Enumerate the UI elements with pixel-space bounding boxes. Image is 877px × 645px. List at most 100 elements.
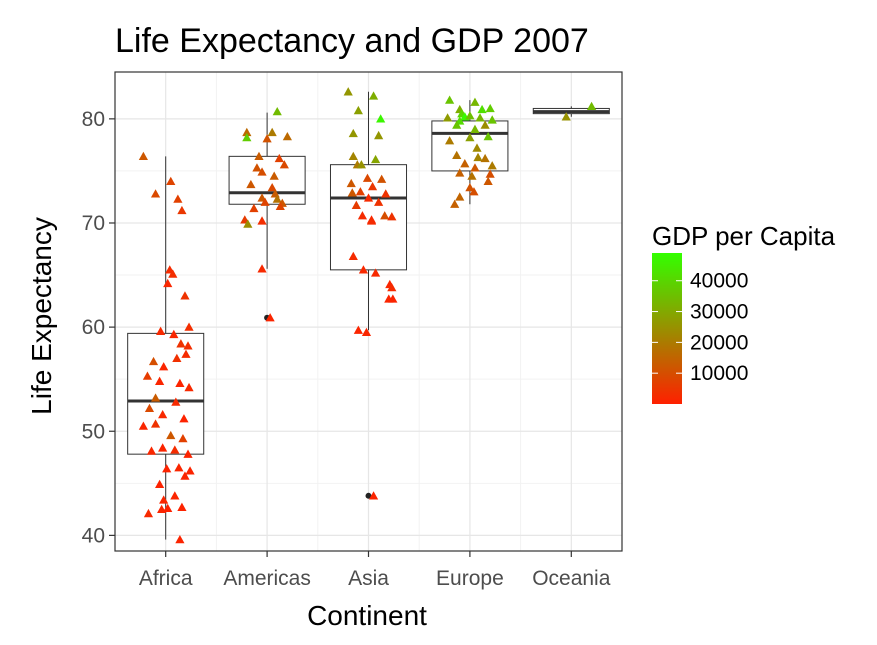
data-point-europe bbox=[475, 113, 485, 122]
data-point-africa bbox=[180, 471, 190, 480]
data-point-asia bbox=[348, 128, 358, 138]
data-point-africa bbox=[181, 349, 191, 358]
data-point-europe bbox=[485, 169, 495, 178]
data-point-asia bbox=[347, 188, 357, 197]
data-point-asia bbox=[370, 154, 381, 164]
data-point-africa bbox=[150, 419, 161, 428]
data-point-asia bbox=[363, 193, 374, 202]
data-point-europe bbox=[445, 95, 455, 104]
data-point-africa bbox=[170, 491, 180, 500]
data-point-americas bbox=[252, 163, 262, 172]
data-point-europe bbox=[442, 113, 453, 122]
data-point-americas bbox=[282, 131, 292, 141]
data-point-americas bbox=[242, 133, 252, 142]
data-point-africa bbox=[158, 409, 168, 419]
data-point-africa bbox=[158, 443, 168, 452]
data-point-europe bbox=[480, 153, 490, 163]
data-point-europe bbox=[470, 163, 480, 172]
data-point-europe bbox=[445, 136, 455, 145]
data-point-americas bbox=[257, 216, 267, 225]
data-point-europe bbox=[472, 143, 482, 152]
box-africa bbox=[127, 332, 205, 455]
data-point-africa bbox=[177, 502, 187, 511]
data-point-africa bbox=[171, 397, 181, 406]
data-point-asia bbox=[353, 105, 363, 115]
data-point-asia bbox=[366, 216, 377, 225]
data-point-asia bbox=[358, 265, 369, 274]
data-point-americas bbox=[275, 201, 285, 211]
data-point-europe bbox=[477, 104, 487, 114]
data-point-africa bbox=[179, 414, 189, 423]
data-point-africa bbox=[184, 322, 194, 331]
data-point-asia bbox=[377, 174, 387, 183]
data-point-americas bbox=[267, 182, 277, 192]
data-point-asia bbox=[370, 268, 381, 277]
data-point-oceania bbox=[586, 101, 597, 111]
y-tick-label: 60 bbox=[82, 316, 105, 339]
data-point-africa bbox=[150, 393, 161, 402]
data-point-asia bbox=[362, 173, 373, 182]
y-tick-label: 40 bbox=[82, 524, 105, 547]
legend-tick-label: 20000 bbox=[690, 331, 748, 354]
data-point-asia bbox=[374, 197, 384, 206]
data-point-europe bbox=[465, 182, 475, 192]
data-point-asia bbox=[374, 130, 384, 140]
data-point-africa bbox=[162, 464, 172, 473]
legend-tick-label: 10000 bbox=[690, 362, 748, 385]
data-point-africa bbox=[170, 445, 180, 454]
data-point-africa bbox=[175, 534, 185, 544]
data-point-africa bbox=[176, 339, 186, 348]
data-point-europe bbox=[450, 199, 460, 208]
data-point-europe bbox=[465, 133, 475, 142]
legend-title: GDP per Capita bbox=[652, 221, 836, 251]
data-point-africa bbox=[146, 446, 157, 455]
data-point-africa bbox=[159, 362, 169, 371]
data-point-africa bbox=[143, 508, 154, 518]
data-point-africa bbox=[138, 421, 148, 430]
data-point-africa bbox=[155, 376, 165, 385]
data-point-africa bbox=[172, 353, 182, 363]
data-point-americas bbox=[274, 153, 284, 163]
data-point-americas bbox=[269, 171, 279, 180]
data-point-americas bbox=[265, 313, 275, 322]
data-point-asia bbox=[376, 114, 386, 123]
x-axis-title: Continent bbox=[307, 600, 427, 631]
data-point-asia bbox=[346, 178, 356, 188]
data-point-africa bbox=[169, 329, 179, 339]
data-point-africa bbox=[183, 341, 193, 350]
data-point-europe bbox=[480, 120, 490, 129]
data-point-europe bbox=[487, 115, 497, 124]
data-point-europe bbox=[455, 168, 465, 177]
data-point-africa bbox=[180, 291, 190, 300]
data-point-africa bbox=[159, 495, 169, 504]
data-point-africa bbox=[174, 463, 184, 472]
data-point-asia bbox=[387, 282, 397, 292]
x-tick-label-asia: Asia bbox=[348, 567, 389, 590]
data-point-europe bbox=[470, 97, 480, 106]
y-tick-label: 50 bbox=[82, 420, 105, 443]
data-point-africa bbox=[175, 378, 185, 388]
data-point-asia bbox=[381, 189, 391, 198]
data-point-africa bbox=[150, 189, 161, 198]
chart-title: Life Expectancy and GDP 2007 bbox=[115, 22, 589, 60]
data-point-americas bbox=[262, 134, 272, 143]
legend: GDP per Capita 10000 20000 30000 40000 bbox=[652, 221, 836, 404]
data-point-europe bbox=[467, 171, 477, 180]
data-point-europe bbox=[483, 176, 493, 186]
data-point-americas bbox=[267, 127, 277, 137]
data-point-asia bbox=[356, 160, 367, 169]
x-tick-label-oceania: Oceania bbox=[532, 567, 611, 590]
box-americas bbox=[228, 155, 306, 205]
data-point-europe bbox=[452, 150, 462, 159]
data-point-africa bbox=[173, 194, 183, 203]
data-point-africa bbox=[177, 205, 187, 215]
data-point-americas bbox=[242, 127, 252, 137]
outlier-asia bbox=[365, 492, 372, 499]
data-point-europe bbox=[460, 159, 470, 168]
data-point-europe bbox=[455, 192, 465, 201]
data-point-africa bbox=[184, 382, 194, 392]
data-point-asia bbox=[368, 91, 379, 100]
data-point-americas bbox=[243, 219, 253, 228]
data-point-americas bbox=[260, 197, 270, 206]
